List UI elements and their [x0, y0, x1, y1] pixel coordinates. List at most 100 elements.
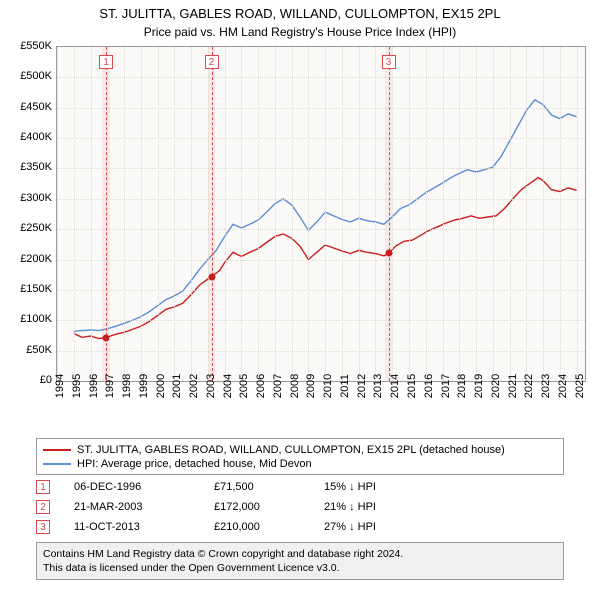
gridline-v — [158, 47, 159, 381]
gridline-v — [375, 47, 376, 381]
gridline-v — [292, 47, 293, 381]
sale-dot — [208, 273, 215, 280]
gridline-v — [510, 47, 511, 381]
sales-row-marker: 2 — [36, 500, 50, 514]
x-axis-label: 2025 — [574, 374, 586, 398]
legend-row-hpi: HPI: Average price, detached house, Mid … — [43, 457, 557, 471]
gridline-v — [359, 47, 360, 381]
x-axis-label: 2023 — [540, 374, 552, 398]
gridline-v — [426, 47, 427, 381]
footer-line-1: Contains HM Land Registry data © Crown c… — [43, 547, 557, 561]
gridline-v — [409, 47, 410, 381]
gridline-v — [560, 47, 561, 381]
gridline-h — [57, 168, 585, 169]
sales-row-delta: 27% ↓ HPI — [324, 521, 434, 533]
y-axis-label: £550K — [2, 40, 52, 52]
x-axis-label: 2012 — [356, 374, 368, 398]
x-axis-label: 2022 — [523, 374, 535, 398]
y-axis-label: £150K — [2, 283, 52, 295]
x-axis-label: 2000 — [155, 374, 167, 398]
x-axis-label: 1997 — [104, 374, 116, 398]
gridline-h — [57, 108, 585, 109]
sales-row: 311-OCT-2013£210,00027% ↓ HPI — [36, 517, 434, 537]
legend-swatch-hpi — [43, 463, 71, 465]
x-axis-label: 2019 — [473, 374, 485, 398]
x-axis-label: 2004 — [222, 374, 234, 398]
x-axis-label: 2008 — [289, 374, 301, 398]
gridline-v — [342, 47, 343, 381]
gridline-v — [174, 47, 175, 381]
sale-marker-box: 2 — [205, 55, 219, 69]
sales-row-price: £210,000 — [214, 521, 324, 533]
x-axis-label: 2015 — [406, 374, 418, 398]
gridline-v — [225, 47, 226, 381]
gridline-v — [526, 47, 527, 381]
sale-marker-box: 1 — [99, 55, 113, 69]
y-axis-label: £0 — [2, 374, 52, 386]
sale-dot — [103, 334, 110, 341]
gridline-v — [74, 47, 75, 381]
x-axis-label: 2016 — [423, 374, 435, 398]
sale-dot — [385, 250, 392, 257]
x-axis-label: 2007 — [272, 374, 284, 398]
sale-marker-line — [106, 47, 107, 381]
gridline-v — [241, 47, 242, 381]
y-axis-label: £50K — [2, 344, 52, 356]
sales-row-price: £71,500 — [214, 481, 324, 493]
legend-row-property: ST. JULITTA, GABLES ROAD, WILLAND, CULLO… — [43, 443, 557, 457]
sales-row: 106-DEC-1996£71,50015% ↓ HPI — [36, 477, 434, 497]
x-axis-label: 2006 — [255, 374, 267, 398]
chart-title: ST. JULITTA, GABLES ROAD, WILLAND, CULLO… — [0, 0, 600, 21]
gridline-v — [107, 47, 108, 381]
legend-box: ST. JULITTA, GABLES ROAD, WILLAND, CULLO… — [36, 438, 564, 475]
gridline-v — [392, 47, 393, 381]
legend-label-hpi: HPI: Average price, detached house, Mid … — [77, 457, 312, 471]
gridline-v — [191, 47, 192, 381]
gridline-h — [57, 138, 585, 139]
x-axis-label: 2013 — [372, 374, 384, 398]
footer-box: Contains HM Land Registry data © Crown c… — [36, 542, 564, 580]
x-axis-label: 2003 — [205, 374, 217, 398]
x-axis-label: 2020 — [490, 374, 502, 398]
plot-area: 1 2 3 — [56, 46, 586, 382]
gridline-h — [57, 351, 585, 352]
x-axis-label: 1996 — [88, 374, 100, 398]
gridline-v — [308, 47, 309, 381]
gridline-v — [57, 47, 58, 381]
y-axis-label: £300K — [2, 192, 52, 204]
legend-swatch-property — [43, 449, 71, 451]
x-axis-label: 2017 — [440, 374, 452, 398]
legend-label-property: ST. JULITTA, GABLES ROAD, WILLAND, CULLO… — [77, 443, 505, 457]
chart-subtitle: Price paid vs. HM Land Registry's House … — [0, 21, 600, 47]
gridline-h — [57, 290, 585, 291]
gridline-h — [57, 229, 585, 230]
x-axis-label: 2021 — [507, 374, 519, 398]
gridline-h — [57, 260, 585, 261]
y-axis-label: £500K — [2, 70, 52, 82]
gridline-v — [124, 47, 125, 381]
gridline-v — [258, 47, 259, 381]
gridline-v — [275, 47, 276, 381]
sales-table: 106-DEC-1996£71,50015% ↓ HPI221-MAR-2003… — [36, 477, 434, 537]
x-axis-label: 2001 — [171, 374, 183, 398]
footer-line-2: This data is licensed under the Open Gov… — [43, 561, 557, 575]
gridline-v — [208, 47, 209, 381]
gridline-h — [57, 199, 585, 200]
sale-marker-box: 3 — [382, 55, 396, 69]
sale-marker-line — [389, 47, 390, 381]
gridline-v — [443, 47, 444, 381]
sales-row-delta: 21% ↓ HPI — [324, 501, 434, 513]
sales-row: 221-MAR-2003£172,00021% ↓ HPI — [36, 497, 434, 517]
x-axis-label: 2002 — [188, 374, 200, 398]
gridline-v — [577, 47, 578, 381]
x-axis-label: 1998 — [121, 374, 133, 398]
x-axis-label: 2018 — [456, 374, 468, 398]
x-axis-label: 2009 — [305, 374, 317, 398]
sales-row-date: 06-DEC-1996 — [74, 481, 214, 493]
y-axis-label: £100K — [2, 313, 52, 325]
chart-area: 123 £0£50K£100K£150K£200K£250K£300K£350K… — [0, 46, 600, 432]
x-axis-label: 1995 — [71, 374, 83, 398]
sales-row-marker: 1 — [36, 480, 50, 494]
x-axis-label: 1994 — [54, 374, 66, 398]
x-axis-label: 2011 — [339, 374, 351, 398]
